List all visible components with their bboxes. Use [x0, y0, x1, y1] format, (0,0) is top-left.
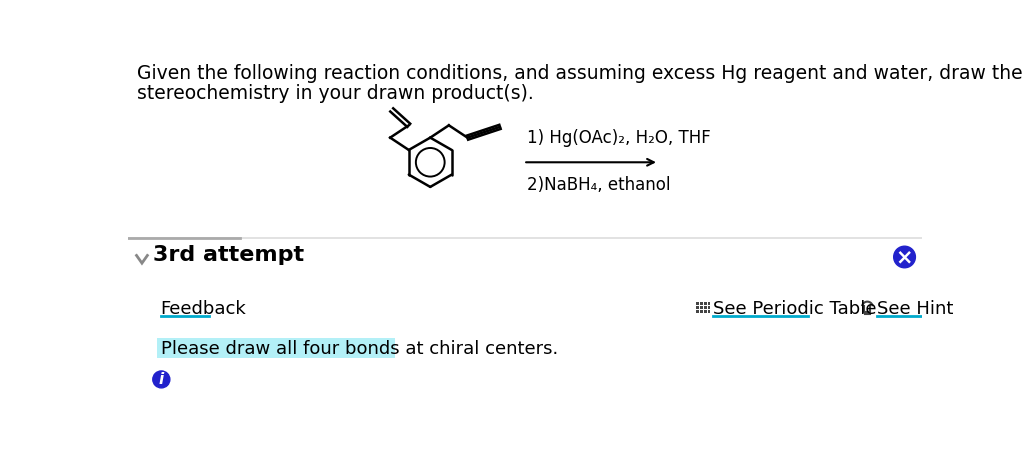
Text: 1) Hg(OAc)₂, H₂O, THF: 1) Hg(OAc)₂, H₂O, THF	[527, 129, 711, 147]
Circle shape	[894, 246, 915, 268]
Text: See Periodic Table: See Periodic Table	[713, 300, 877, 318]
Text: 2)NaBH₄, ethanol: 2)NaBH₄, ethanol	[527, 176, 671, 194]
Text: i: i	[159, 372, 164, 387]
Text: Please draw all four bonds at chiral centers.: Please draw all four bonds at chiral cen…	[161, 340, 558, 358]
Bar	[703, 310, 707, 313]
Text: stereochemistry in your drawn product(s).: stereochemistry in your drawn product(s)…	[137, 84, 535, 103]
Text: ×: ×	[896, 247, 913, 267]
Bar	[703, 302, 707, 305]
Bar	[700, 306, 702, 309]
Text: Given the following reaction conditions, and assuming excess Hg reagent and wate: Given the following reaction conditions,…	[137, 64, 1024, 83]
Bar	[700, 302, 702, 305]
Bar	[708, 302, 711, 305]
Text: See Hint: See Hint	[877, 300, 953, 318]
FancyBboxPatch shape	[158, 338, 395, 358]
Bar	[700, 310, 702, 313]
Bar	[696, 310, 698, 313]
Bar	[696, 302, 698, 305]
Bar	[708, 310, 711, 313]
Text: 3rd attempt: 3rd attempt	[153, 245, 304, 265]
Bar	[703, 306, 707, 309]
Bar	[708, 306, 711, 309]
Text: Feedback: Feedback	[161, 300, 247, 318]
Bar	[696, 306, 698, 309]
Circle shape	[153, 371, 170, 388]
